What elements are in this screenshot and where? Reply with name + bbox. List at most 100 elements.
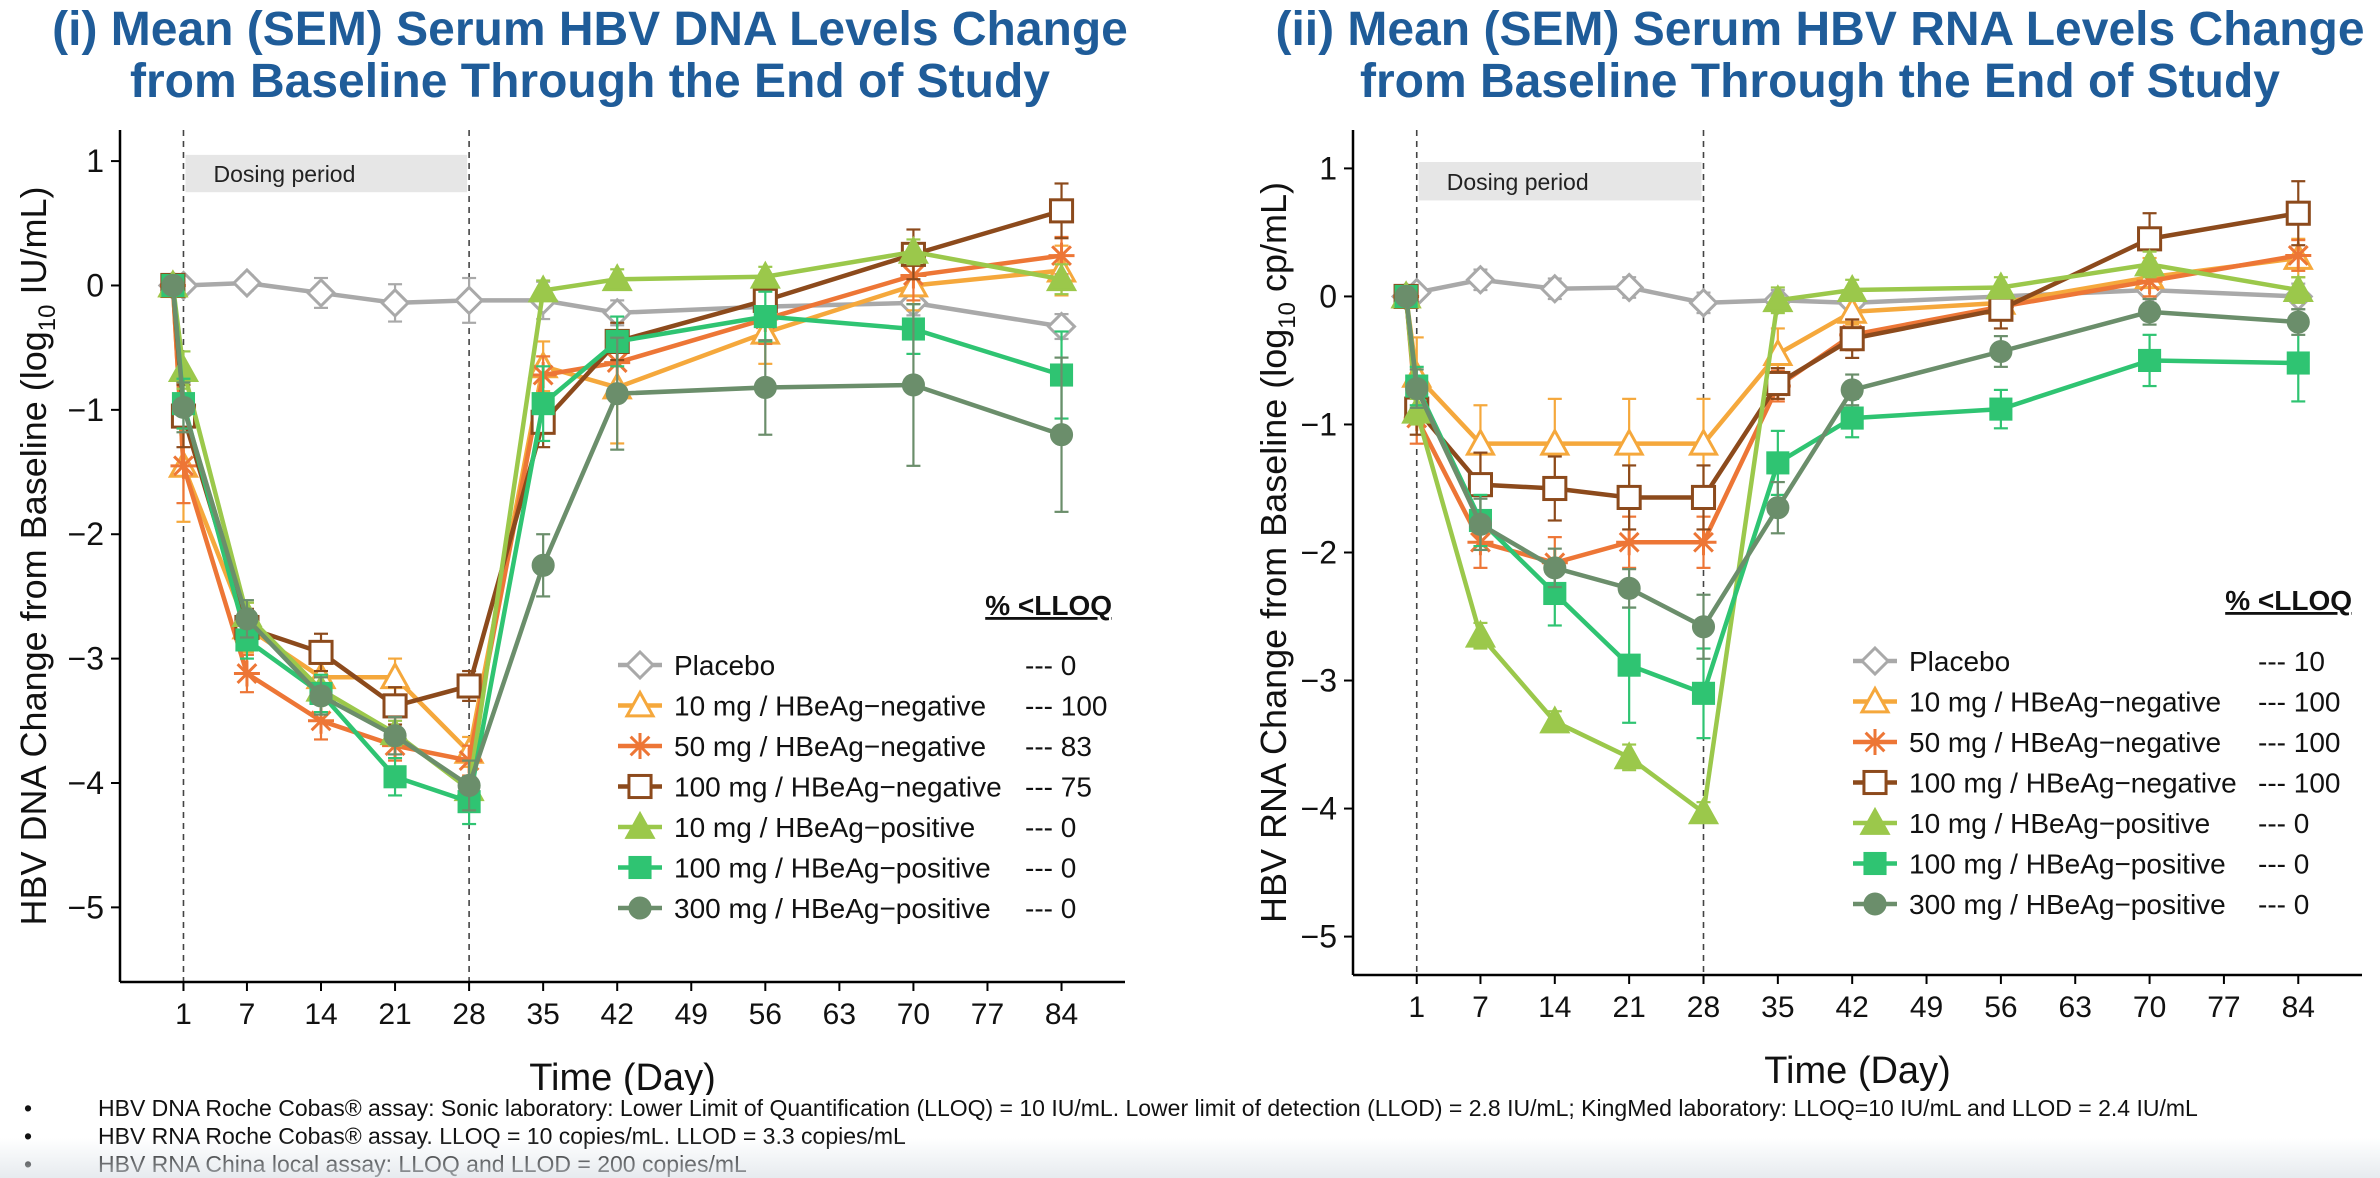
legend-lloq-value: --- 100 bbox=[1025, 691, 1107, 722]
data-point bbox=[1539, 427, 1571, 456]
x-tick-label: 21 bbox=[1612, 991, 1645, 1024]
legend-marker bbox=[624, 689, 656, 718]
legend-marker bbox=[624, 649, 656, 681]
x-tick-label: 63 bbox=[823, 998, 856, 1031]
legend-item: 50 mg / HBeAg−negative --- 100 bbox=[1853, 727, 2340, 758]
legend-lloq-value: --- 0 bbox=[1025, 650, 1076, 681]
data-point bbox=[1989, 397, 2013, 421]
data-point bbox=[1539, 273, 1570, 304]
y-axis-label-main: HBV RNA Change from Baseline (log bbox=[1253, 329, 1294, 923]
x-tick-label: 14 bbox=[1538, 991, 1571, 1024]
legend-marker bbox=[627, 773, 653, 800]
series-100-mg-hbeag-negative bbox=[1393, 180, 2311, 531]
data-point bbox=[1613, 427, 1645, 456]
data-point bbox=[1614, 272, 1645, 303]
legend-label: 10 mg / HBeAg−negative bbox=[674, 691, 986, 722]
legend-label: 10 mg / HBeAg−positive bbox=[674, 812, 975, 843]
legend-lloq-value: --- 75 bbox=[1025, 772, 1092, 803]
x-tick-label: 77 bbox=[2207, 991, 2240, 1024]
y-axis-label-unit: IU/mL) bbox=[13, 187, 54, 305]
y-tick-label: −2 bbox=[68, 516, 104, 552]
legend-label: 100 mg / HBeAg−positive bbox=[674, 853, 991, 884]
legend-header: % <LLOQ bbox=[985, 590, 1112, 621]
legend-marker bbox=[628, 855, 652, 880]
bullet: • bbox=[24, 1123, 33, 1149]
data-point bbox=[1691, 681, 1716, 705]
y-tick-label: −4 bbox=[1301, 791, 1337, 827]
x-tick-label: 49 bbox=[1910, 991, 1943, 1024]
data-point bbox=[1762, 284, 1794, 313]
data-point bbox=[1468, 512, 1493, 536]
right-panel-title: (ii) Mean (SEM) Serum HBV RNA Levels Cha… bbox=[1230, 4, 2380, 108]
data-point bbox=[1616, 529, 1643, 556]
legend-label: 300 mg / HBeAg−positive bbox=[674, 893, 991, 924]
x-tick-label: 77 bbox=[971, 998, 1004, 1031]
data-point bbox=[383, 765, 407, 789]
data-point bbox=[1542, 475, 1568, 502]
data-point bbox=[161, 273, 185, 298]
x-tick-label: 35 bbox=[526, 998, 559, 1031]
data-point bbox=[2282, 273, 2314, 302]
data-point bbox=[382, 693, 408, 719]
dosing-period-band bbox=[1418, 162, 1702, 201]
data-point bbox=[753, 305, 777, 329]
data-point bbox=[2134, 248, 2166, 277]
footnote-text: HBV RNA Roche Cobas® assay. LLOQ = 10 co… bbox=[98, 1123, 906, 1149]
legend-label: Placebo bbox=[674, 650, 775, 681]
legend-header: % <LLOQ bbox=[2225, 585, 2352, 616]
data-point bbox=[1465, 264, 1496, 295]
legend-marker bbox=[624, 810, 656, 839]
series-300-mg-hbeag-positive bbox=[1394, 284, 2310, 660]
data-point bbox=[1616, 484, 1642, 510]
right-title-line1: (ii) Mean (SEM) Serum HBV RNA Levels Cha… bbox=[1275, 3, 2365, 56]
data-point bbox=[1613, 741, 1645, 770]
legend-lloq-value: --- 10 bbox=[2258, 646, 2325, 677]
legend-lloq-value: --- 0 bbox=[1025, 812, 1076, 843]
footnote-rna-local-assay: • HBV RNA China local assay: LLOQ and LLO… bbox=[24, 1150, 2364, 1178]
y-tick-label: −5 bbox=[1301, 919, 1337, 955]
y-tick-label: −3 bbox=[68, 641, 104, 677]
series-10-mg-hbeag-positive bbox=[1390, 248, 2314, 825]
data-point bbox=[456, 673, 482, 699]
footnote-rna-assay: • HBV RNA Roche Cobas® assay. LLOQ = 10 c… bbox=[24, 1122, 2364, 1150]
data-point bbox=[171, 395, 196, 419]
data-point bbox=[2286, 310, 2310, 334]
data-point bbox=[1617, 576, 1641, 600]
y-axis-label-main: HBV DNA Change from Baseline (log bbox=[13, 331, 54, 925]
legend-label: 100 mg / HBeAg−positive bbox=[1909, 849, 2226, 880]
x-tick-label: 1 bbox=[175, 998, 192, 1031]
y-tick-label: −1 bbox=[68, 392, 104, 428]
data-point bbox=[2285, 200, 2311, 226]
data-point bbox=[1405, 377, 1429, 401]
data-point bbox=[1543, 556, 1567, 580]
legend-item: 100 mg / HBeAg−positive --- 0 bbox=[618, 853, 1076, 884]
y-tick-label: −4 bbox=[68, 765, 104, 801]
bullet: • bbox=[24, 1095, 33, 1121]
legend-label: 10 mg / HBeAg−positive bbox=[1909, 808, 2210, 839]
legend-label: 50 mg / HBeAg−negative bbox=[674, 731, 986, 762]
y-axis-label-unit: cp/mL) bbox=[1253, 182, 1294, 302]
data-point bbox=[2136, 268, 2163, 295]
data-point bbox=[1464, 619, 1497, 648]
x-tick-label: 56 bbox=[1984, 991, 2017, 1024]
legend-marker bbox=[1859, 645, 1891, 677]
legend-label: 100 mg / HBeAg−negative bbox=[674, 772, 1002, 803]
data-point bbox=[1688, 287, 1719, 318]
legend-item: 100 mg / HBeAg−negative --- 75 bbox=[618, 772, 1092, 803]
legend-lloq-value: --- 0 bbox=[1025, 853, 1076, 884]
y-tick-label: −3 bbox=[1301, 663, 1337, 699]
data-point bbox=[1985, 271, 2017, 300]
y-tick-label: 1 bbox=[86, 143, 104, 179]
legend-lloq-value: --- 100 bbox=[2258, 687, 2340, 718]
legend-marker bbox=[1862, 769, 1888, 796]
data-point bbox=[1766, 496, 1790, 520]
legend-marker bbox=[1863, 892, 1887, 916]
legend-lloq-value: --- 83 bbox=[1025, 731, 1092, 762]
data-point bbox=[1988, 296, 2014, 322]
series-300-mg-hbeag-positive bbox=[161, 273, 1074, 812]
legend-label: Placebo bbox=[1909, 646, 2010, 677]
data-point bbox=[1394, 284, 1418, 308]
data-point bbox=[749, 260, 781, 289]
legend-label: 300 mg / HBeAg−positive bbox=[1909, 889, 2226, 920]
